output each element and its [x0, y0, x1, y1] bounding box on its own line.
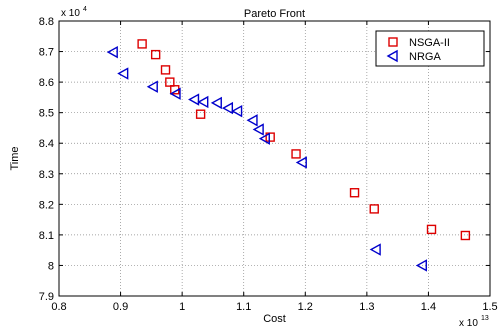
- plot-area-frame: [58, 20, 491, 297]
- grid-lines: [59, 21, 490, 296]
- y-tick-label: 8.4: [39, 138, 54, 150]
- nsga-ii-point: [369, 204, 379, 214]
- nrga-point: [117, 67, 129, 80]
- x-tick-label: 0.8: [51, 301, 66, 313]
- nrga-point: [369, 243, 381, 256]
- x-axis-label: Cost: [263, 313, 286, 325]
- y-tick-label: 8: [48, 260, 54, 272]
- nsga-ii-point: [137, 39, 147, 49]
- y-tick-label: 7.9: [39, 291, 54, 303]
- nrga-point: [106, 45, 118, 59]
- y-axis-multiplier: x 10 4: [61, 6, 87, 19]
- data-marks: [106, 39, 471, 272]
- nrga-point: [210, 96, 222, 110]
- chart-title: Pareto Front: [244, 8, 305, 20]
- x-tick-label: 1.3: [359, 301, 374, 313]
- axis-ticks: 0.8 0.9 1 1.1 1.2 1.3 1.4 1.5 7.9 8 8.1 8.2 8.3 8.4 8.…: [39, 16, 498, 313]
- y-axis-label: Time: [9, 146, 21, 170]
- nsga-ii-point: [349, 188, 360, 198]
- legend-box: [375, 30, 485, 67]
- nrga-point: [258, 132, 270, 145]
- x-multiplier-base: x 10: [459, 318, 478, 329]
- nsga-ii-point: [165, 77, 175, 87]
- nsga-ii-point: [150, 49, 161, 60]
- y-tick-label: 8.8: [39, 16, 54, 28]
- nsga-ii-point: [160, 65, 171, 75]
- nsga-ii-point: [426, 224, 437, 235]
- y-tick-label: 8.7: [39, 47, 54, 59]
- nrga-point: [188, 93, 200, 106]
- x-axis-multiplier: x 10 13: [459, 315, 489, 329]
- x-multiplier-exponent: 13: [481, 315, 489, 322]
- legend: NSGA-II NRGA: [375, 30, 485, 67]
- legend-label: NSGA-II: [409, 37, 450, 49]
- y-multiplier-base: x 10: [61, 8, 80, 19]
- y-tick-label: 8.3: [39, 169, 54, 181]
- legend-marker: [386, 49, 398, 63]
- nsga-ii-point: [265, 132, 275, 142]
- legend-label: NRGA: [409, 51, 441, 63]
- x-tick-label: 1.4: [421, 301, 436, 313]
- nsga-ii-point: [460, 230, 471, 241]
- legend-marker: [388, 37, 398, 47]
- nrga-point: [295, 156, 307, 169]
- nrga-point: [231, 104, 243, 118]
- nsga-ii-point: [195, 109, 206, 119]
- nrga-point: [169, 87, 181, 100]
- x-tick-label: 0.9: [113, 301, 128, 313]
- y-tick-label: 8.5: [39, 108, 54, 120]
- nrga-point: [246, 114, 258, 127]
- y-tick-label: 8.6: [39, 77, 54, 89]
- y-tick-label: 8.2: [39, 199, 54, 211]
- x-tick-label: 1.5: [482, 301, 497, 313]
- nrga-point: [146, 80, 158, 93]
- nrga-point: [415, 259, 427, 272]
- nrga-point: [221, 101, 234, 115]
- nrga-point: [252, 123, 264, 136]
- x-tick-label: 1.2: [298, 301, 313, 313]
- x-tick-label: 1.1: [236, 301, 251, 313]
- y-multiplier-exponent: 4: [83, 6, 87, 13]
- y-tick-label: 8.1: [39, 230, 54, 242]
- nrga-point: [197, 95, 209, 109]
- nsga-ii-point: [291, 149, 301, 159]
- x-tick-label: 1: [179, 301, 185, 313]
